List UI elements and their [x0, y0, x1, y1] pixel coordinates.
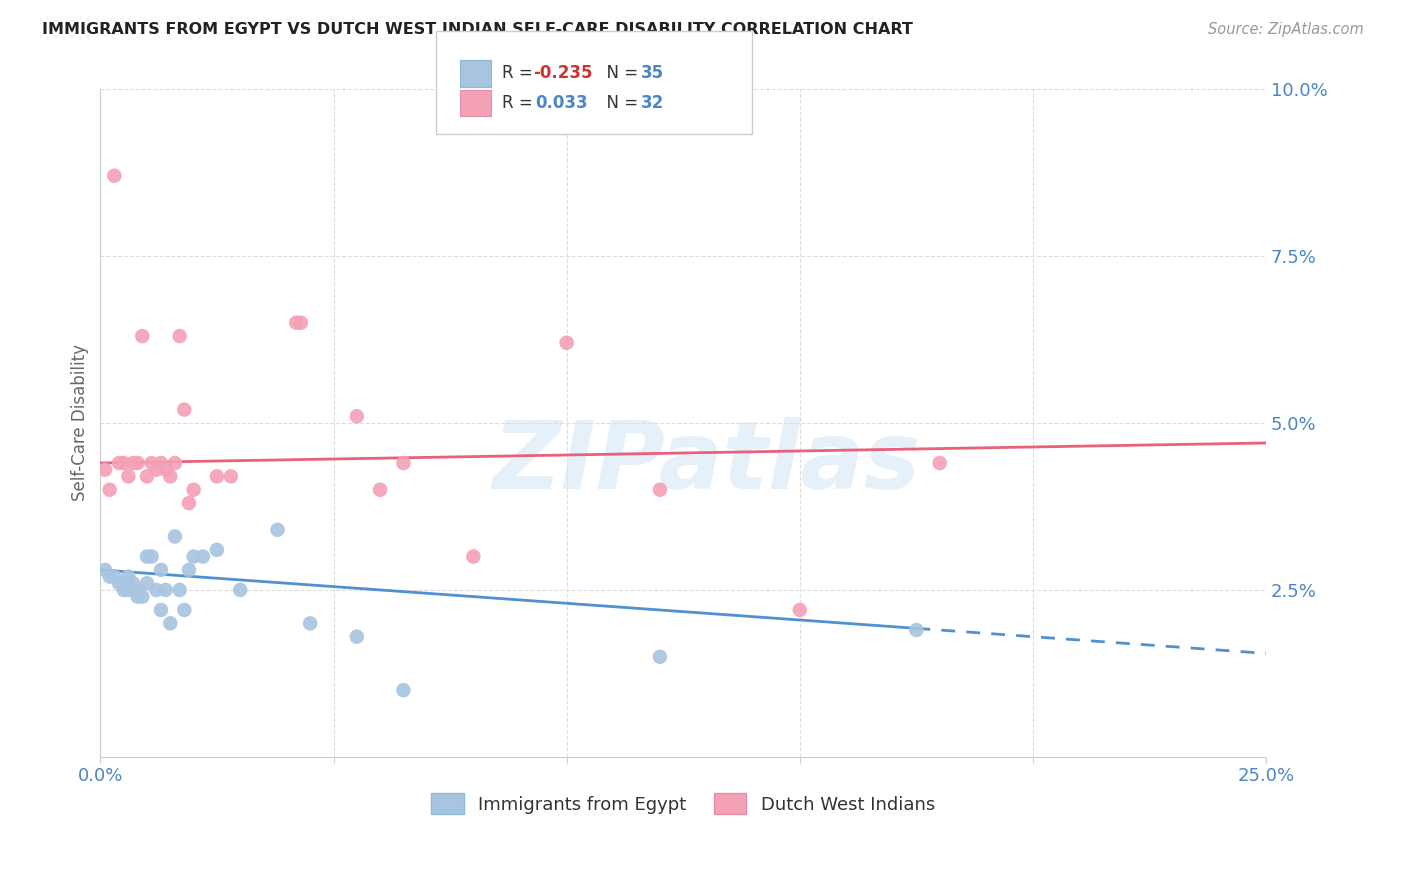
Point — [108, 576, 131, 591]
Point — [103, 569, 125, 583]
Point — [219, 469, 242, 483]
Text: 32: 32 — [641, 95, 665, 112]
Point — [648, 649, 671, 664]
Point — [141, 549, 163, 564]
Point — [145, 463, 167, 477]
Point — [112, 582, 135, 597]
Point — [346, 409, 368, 424]
Point — [191, 549, 214, 564]
Point — [112, 576, 135, 591]
Point — [285, 316, 308, 330]
Point — [136, 549, 159, 564]
Point — [122, 456, 145, 470]
Point — [108, 456, 131, 470]
Point — [159, 469, 181, 483]
Point — [159, 616, 181, 631]
Point — [155, 582, 177, 597]
Point — [127, 590, 149, 604]
Point — [928, 456, 950, 470]
Point — [122, 576, 145, 591]
Point — [229, 582, 252, 597]
Y-axis label: Self-Care Disability: Self-Care Disability — [72, 344, 89, 501]
Point — [163, 529, 186, 543]
Point — [205, 469, 228, 483]
Point — [392, 683, 415, 698]
Text: IMMIGRANTS FROM EGYPT VS DUTCH WEST INDIAN SELF-CARE DISABILITY CORRELATION CHAR: IMMIGRANTS FROM EGYPT VS DUTCH WEST INDI… — [42, 22, 912, 37]
Point — [145, 582, 167, 597]
Text: N =: N = — [596, 95, 644, 112]
Point — [136, 576, 159, 591]
Point — [122, 582, 145, 597]
Point — [463, 549, 485, 564]
Point — [117, 569, 139, 583]
Point — [648, 483, 671, 497]
Point — [177, 496, 200, 510]
Point — [155, 463, 177, 477]
Point — [127, 582, 149, 597]
Point — [266, 523, 288, 537]
Legend: Immigrants from Egypt, Dutch West Indians: Immigrants from Egypt, Dutch West Indian… — [425, 786, 942, 822]
Point — [141, 456, 163, 470]
Point — [183, 483, 205, 497]
Point — [103, 169, 125, 183]
Text: N =: N = — [596, 64, 644, 82]
Point — [98, 483, 121, 497]
Point — [169, 329, 191, 343]
Point — [136, 469, 159, 483]
Point — [149, 563, 172, 577]
Point — [94, 463, 117, 477]
Point — [789, 603, 811, 617]
Text: R =: R = — [502, 95, 543, 112]
Point — [112, 456, 135, 470]
Text: R =: R = — [502, 64, 538, 82]
Text: -0.235: -0.235 — [533, 64, 592, 82]
Point — [149, 603, 172, 617]
Point — [149, 456, 172, 470]
Text: Source: ZipAtlas.com: Source: ZipAtlas.com — [1208, 22, 1364, 37]
Point — [163, 456, 186, 470]
Point — [392, 456, 415, 470]
Text: ZIPatlas: ZIPatlas — [492, 417, 921, 509]
Point — [131, 590, 153, 604]
Point — [131, 329, 153, 343]
Text: 0.033: 0.033 — [536, 95, 588, 112]
Point — [173, 603, 195, 617]
Point — [555, 335, 578, 350]
Point — [117, 469, 139, 483]
Point — [205, 542, 228, 557]
Point — [905, 623, 928, 637]
Point — [346, 630, 368, 644]
Point — [368, 483, 391, 497]
Point — [169, 582, 191, 597]
Point — [173, 402, 195, 417]
Point — [94, 563, 117, 577]
Point — [177, 563, 200, 577]
Point — [290, 316, 312, 330]
Point — [299, 616, 322, 631]
Point — [127, 456, 149, 470]
Point — [98, 569, 121, 583]
Point — [117, 582, 139, 597]
Text: 35: 35 — [641, 64, 664, 82]
Point — [183, 549, 205, 564]
